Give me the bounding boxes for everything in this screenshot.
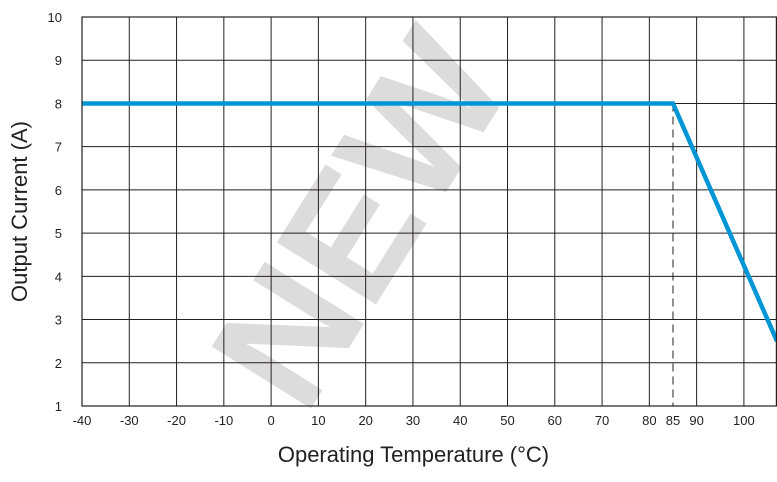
- x-tick-label: 50: [500, 413, 514, 428]
- x-tick-label: 90: [689, 413, 703, 428]
- y-axis-title: Output Current (A): [7, 121, 32, 302]
- y-tick-label: 7: [55, 140, 62, 155]
- x-tick-label: 30: [406, 413, 420, 428]
- y-tick-label: 5: [55, 226, 62, 241]
- x-tick-label: 60: [548, 413, 562, 428]
- x-tick-label: -20: [167, 413, 186, 428]
- y-tick-label: 8: [55, 96, 62, 111]
- x-tick-label: -30: [120, 413, 139, 428]
- y-tick-label: 3: [55, 313, 62, 328]
- y-tick-label: 4: [55, 269, 62, 284]
- x-tick-labels: -40 -30 -20 -10 0 10 20 30 40 50 60 70 80 85 90 100: [73, 413, 755, 428]
- x-tick-label: 20: [358, 413, 372, 428]
- y-tick-label: 6: [55, 183, 62, 198]
- series-line: [82, 101, 777, 343]
- y-tick-label: 1: [55, 399, 62, 414]
- y-tick-label: 9: [55, 53, 62, 68]
- y-tick-labels: 1 2 3 4 5 6 7 8 9 10: [48, 10, 62, 414]
- x-axis-title: Operating Temperature (°C): [278, 442, 549, 467]
- x-tick-label: 100: [733, 413, 755, 428]
- plot-frame: [81, 16, 777, 407]
- x-tick-label: 80: [642, 413, 656, 428]
- x-tick-label: -40: [73, 413, 92, 428]
- grid: [82, 17, 777, 406]
- x-tick-label: -10: [214, 413, 233, 428]
- x-tick-label: 0: [267, 413, 274, 428]
- x-tick-label: 10: [311, 413, 325, 428]
- x-tick-label: 85: [666, 413, 680, 428]
- x-tick-label: 40: [453, 413, 467, 428]
- y-tick-label: 10: [48, 10, 62, 25]
- y-tick-label: 2: [55, 356, 62, 371]
- watermark: NEW: [175, 0, 547, 437]
- x-tick-label: 70: [595, 413, 609, 428]
